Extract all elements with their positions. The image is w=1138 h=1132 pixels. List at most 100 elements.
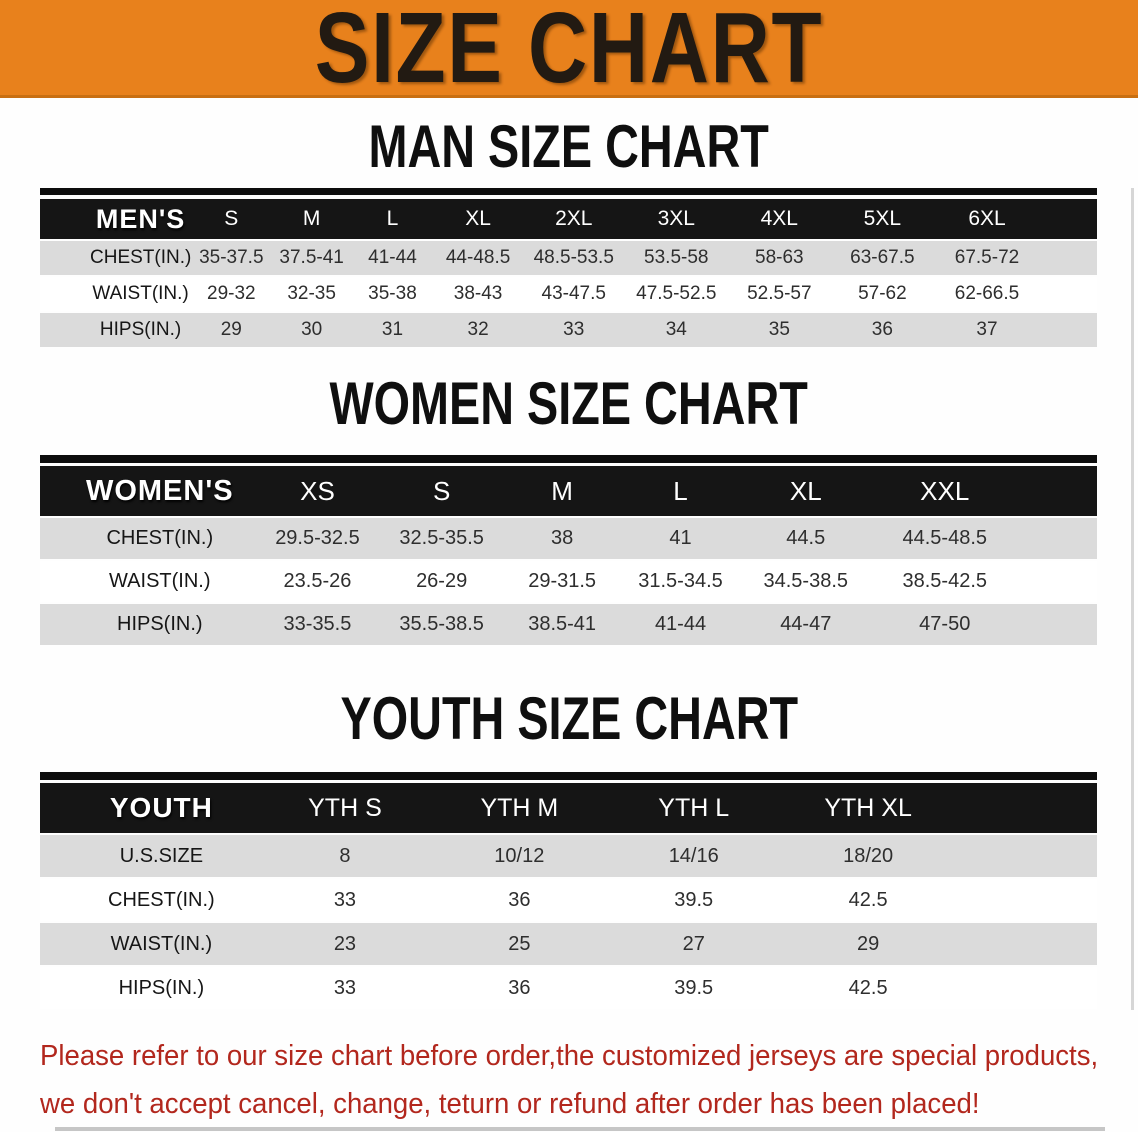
size-value: 44-48.5 <box>433 241 524 275</box>
man-size-table: MEN'S S M L XL 2XL 3XL 4XL 5XL 6XL CHEST… <box>40 197 1097 349</box>
size-value: 43-47.5 <box>523 277 625 311</box>
youth-ussize-row: U.S.SIZE 8 10/12 14/16 18/20 <box>40 835 1097 877</box>
youth-size-column-header: YTH XL <box>780 783 956 833</box>
size-value: 35-37.5 <box>191 241 272 275</box>
size-value: 63-67.5 <box>830 241 935 275</box>
size-value: 8 <box>257 835 433 877</box>
women-section-heading: WOMEN SIZE CHART <box>0 374 1138 434</box>
row-label: CHEST(IN.) <box>40 241 192 275</box>
row-label: WAIST(IN.) <box>40 923 258 965</box>
size-value: 41 <box>621 518 740 559</box>
size-value: 32 <box>433 313 524 347</box>
size-value: 25 <box>432 923 607 965</box>
order-policy-note: Please refer to our size chart before or… <box>40 1032 1138 1128</box>
man-table-top-border <box>40 188 1097 195</box>
man-section-heading: MAN SIZE CHART <box>0 117 1138 177</box>
man-size-column-header: L <box>351 199 434 239</box>
youth-table-header-row: YOUTH YTH S YTH M YTH L YTH XL <box>40 783 1097 833</box>
order-policy-line-1: Please refer to our size chart before or… <box>40 1040 1099 1072</box>
size-value: 29-32 <box>191 277 272 311</box>
size-value: 31.5-34.5 <box>621 561 740 602</box>
size-value: 18/20 <box>780 835 956 877</box>
spacer-cell <box>955 879 1097 921</box>
size-value: 35 <box>728 313 831 347</box>
size-value: 29.5-32.5 <box>254 518 381 559</box>
row-label: HIPS(IN.) <box>40 604 255 645</box>
youth-size-table-container: YOUTH YTH S YTH M YTH L YTH XL U.S.SIZE … <box>40 772 1097 1011</box>
women-waist-row: WAIST(IN.) 23.5-26 26-29 29-31.5 31.5-34… <box>40 561 1097 602</box>
man-size-column-header: M <box>271 199 352 239</box>
size-value: 33-35.5 <box>254 604 381 645</box>
spacer-cell <box>1017 604 1097 645</box>
size-value: 36 <box>830 313 935 347</box>
youth-section-heading-text: YOUTH SIZE CHART <box>340 685 798 752</box>
spacer-cell <box>1017 518 1097 559</box>
size-value: 36 <box>432 967 607 1009</box>
size-value: 42.5 <box>780 967 956 1009</box>
man-size-column-header: 5XL <box>830 199 935 239</box>
row-label: WAIST(IN.) <box>40 561 255 602</box>
spacer-cell <box>955 967 1097 1009</box>
man-section-heading-text: MAN SIZE CHART <box>368 113 770 180</box>
size-value: 29 <box>191 313 272 347</box>
women-size-table-container: WOMEN'S XS S M L XL XXL CHEST(IN.) 29.5-… <box>40 455 1097 647</box>
spacer-cell <box>1039 199 1097 239</box>
size-value: 35-38 <box>351 277 434 311</box>
size-value: 37.5-41 <box>271 241 352 275</box>
size-value: 57-62 <box>830 277 935 311</box>
scan-edge-right <box>1131 188 1134 1010</box>
women-size-table: WOMEN'S XS S M L XL XXL CHEST(IN.) 29.5-… <box>40 464 1097 647</box>
size-value: 30 <box>271 313 352 347</box>
order-policy-line-2: we don't accept cancel, change, teturn o… <box>40 1088 980 1120</box>
women-size-column-header: XL <box>739 466 872 516</box>
size-value: 26-29 <box>380 561 503 602</box>
youth-size-column-header: YTH S <box>257 783 433 833</box>
size-value: 62-66.5 <box>934 277 1040 311</box>
size-value: 29-31.5 <box>502 561 622 602</box>
size-value: 37 <box>934 313 1040 347</box>
size-value: 23 <box>257 923 433 965</box>
page-title: SIZE CHART <box>314 0 824 104</box>
size-value: 52.5-57 <box>728 277 831 311</box>
man-table-header-row: MEN'S S M L XL 2XL 3XL 4XL 5XL 6XL <box>40 199 1097 239</box>
youth-chest-row: CHEST(IN.) 33 36 39.5 42.5 <box>40 879 1097 921</box>
size-value: 23.5-26 <box>254 561 381 602</box>
size-value: 34.5-38.5 <box>739 561 872 602</box>
man-size-column-header: 6XL <box>934 199 1040 239</box>
size-value: 34 <box>624 313 729 347</box>
women-size-column-header: XXL <box>871 466 1018 516</box>
size-value: 42.5 <box>780 879 956 921</box>
size-value: 38.5-42.5 <box>871 561 1018 602</box>
spacer-cell <box>955 783 1097 833</box>
women-hips-row: HIPS(IN.) 33-35.5 35.5-38.5 38.5-41 41-4… <box>40 604 1097 645</box>
size-value: 29 <box>780 923 956 965</box>
youth-size-column-header: YTH L <box>606 783 781 833</box>
size-value: 47-50 <box>871 604 1018 645</box>
women-section-heading-text: WOMEN SIZE CHART <box>329 370 809 437</box>
youth-size-table: YOUTH YTH S YTH M YTH L YTH XL U.S.SIZE … <box>40 781 1097 1011</box>
size-value: 39.5 <box>606 967 781 1009</box>
women-size-column-header: M <box>502 466 622 516</box>
youth-waist-row: WAIST(IN.) 23 25 27 29 <box>40 923 1097 965</box>
size-value: 38-43 <box>433 277 524 311</box>
spacer-cell <box>955 923 1097 965</box>
spacer-cell <box>955 835 1097 877</box>
women-size-column-header: S <box>380 466 503 516</box>
youth-table-top-border <box>40 772 1097 780</box>
size-value: 36 <box>432 879 607 921</box>
spacer-cell <box>1017 561 1097 602</box>
size-value: 31 <box>351 313 434 347</box>
spacer-cell <box>1039 241 1097 275</box>
size-value: 33 <box>523 313 625 347</box>
size-value: 27 <box>606 923 781 965</box>
size-value: 41-44 <box>351 241 434 275</box>
size-value: 44-47 <box>739 604 872 645</box>
man-size-column-header: 3XL <box>624 199 729 239</box>
row-label: CHEST(IN.) <box>40 879 258 921</box>
spacer-cell <box>1017 466 1097 516</box>
spacer-cell <box>1039 277 1097 311</box>
man-size-column-header: S <box>191 199 272 239</box>
row-label: HIPS(IN.) <box>40 967 258 1009</box>
scan-edge-bottom <box>55 1127 1105 1131</box>
row-label: CHEST(IN.) <box>40 518 255 559</box>
